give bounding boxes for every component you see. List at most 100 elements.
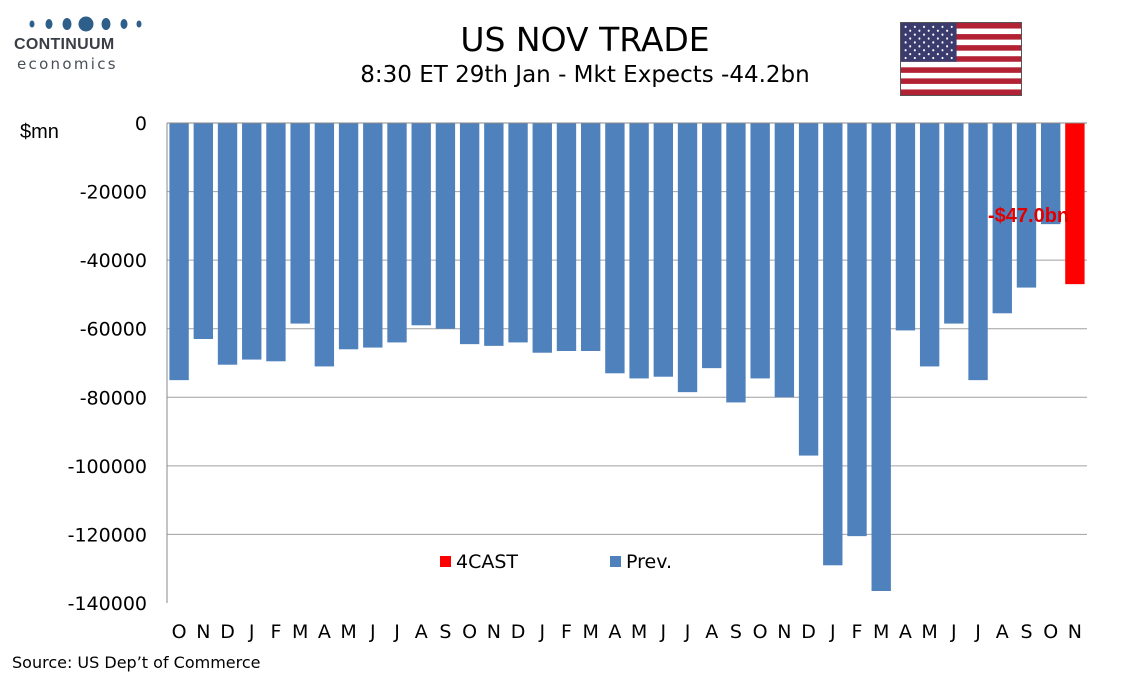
flag-star	[950, 41, 953, 44]
x-tick-label: A	[608, 621, 621, 643]
flag-star	[923, 49, 926, 52]
bar-prev	[919, 123, 940, 367]
bar-prev	[532, 123, 552, 353]
bar-prev	[944, 123, 964, 324]
flag-star	[923, 41, 926, 44]
forecast-value-label: -$47.0bn	[988, 205, 1069, 227]
bar-prev	[484, 123, 504, 346]
flag-star	[904, 25, 907, 29]
bar-prev	[169, 123, 189, 381]
bar-prev	[556, 123, 577, 351]
x-tick-label: A	[899, 621, 912, 643]
bar-forecast	[1065, 123, 1085, 285]
flag-star	[913, 25, 916, 29]
x-tick-label: D	[801, 621, 816, 643]
flag-star	[950, 25, 953, 29]
x-tick-label: A	[415, 621, 428, 643]
legend-swatch-prev	[610, 556, 621, 567]
bar-prev	[193, 123, 213, 339]
x-tick-label: J	[248, 621, 255, 643]
flag-star	[932, 41, 935, 44]
logo-subtitle: economics	[17, 55, 118, 73]
x-tick-label: N	[196, 621, 210, 643]
x-tick-label: N	[1068, 621, 1082, 643]
x-tick-label: S	[730, 621, 742, 643]
flag-star	[927, 37, 930, 40]
y-tick-label: -40000	[80, 250, 147, 272]
x-tick-label: J	[538, 621, 545, 643]
x-tick-label: O	[1043, 621, 1058, 643]
x-tick-label: A	[318, 621, 331, 643]
flag-star	[923, 33, 926, 36]
flag-star	[941, 41, 944, 44]
bar-prev	[338, 123, 359, 350]
continuum-logo: CONTINUUM economics	[14, 12, 144, 76]
bar-prev	[726, 123, 746, 403]
flag-star	[904, 56, 907, 60]
us-flag-icon	[900, 22, 1022, 96]
x-tick-label: M	[873, 621, 889, 643]
x-tick-label: M	[582, 621, 598, 643]
bar-prev	[895, 123, 916, 331]
bar-prev	[363, 123, 383, 348]
flag-star	[950, 33, 953, 36]
flag-star	[932, 56, 935, 60]
x-tick-label: J	[393, 621, 400, 643]
x-tick-label: M	[921, 621, 937, 643]
bar-prev	[290, 123, 310, 324]
flag-star	[932, 33, 935, 36]
y-axis-label: $mn	[20, 121, 59, 143]
bar-prev	[605, 123, 625, 374]
chart-subtitle: 8:30 ET 29th Jan - Mkt Expects -44.2bn	[360, 62, 810, 88]
flag-star	[913, 41, 916, 44]
flag-star	[932, 25, 935, 29]
x-tick-label: A	[996, 621, 1009, 643]
bar-prev	[387, 123, 407, 343]
bar-prev	[653, 123, 673, 377]
flag-star	[913, 56, 916, 60]
x-tick-label: M	[340, 621, 356, 643]
flag-star	[918, 52, 921, 56]
flag-star	[927, 45, 930, 48]
bar-prev	[314, 123, 335, 367]
x-tick-label: O	[462, 621, 477, 643]
x-tick-label: N	[777, 621, 791, 643]
x-tick-label: A	[705, 621, 718, 643]
chart-title: US NOV TRADE	[460, 20, 710, 59]
flag-star	[941, 33, 944, 36]
x-tick-label: J	[660, 621, 667, 643]
bar-prev	[242, 123, 262, 360]
bar-prev	[435, 123, 456, 329]
bar-prev	[847, 123, 867, 537]
flag-star	[918, 37, 921, 40]
bar-prev	[823, 123, 843, 566]
x-tick-label: F	[852, 621, 863, 643]
x-tick-label: J	[369, 621, 376, 643]
flag-star	[923, 56, 926, 60]
y-tick-label: -120000	[68, 524, 147, 546]
x-tick-label: M	[292, 621, 308, 643]
bar-prev	[459, 123, 480, 345]
logo-dots-icon	[28, 16, 142, 32]
bar-prev	[1016, 123, 1037, 288]
flag-star	[950, 56, 953, 60]
y-tick-label: -80000	[80, 387, 147, 409]
flag-star	[946, 52, 949, 56]
flag-star	[950, 49, 953, 52]
x-tick-label: N	[487, 621, 501, 643]
bar-prev	[702, 123, 722, 369]
bar-prev	[217, 123, 238, 365]
x-tick-label: J	[950, 621, 957, 643]
y-tick-label: -60000	[80, 319, 147, 341]
flag-star	[946, 29, 949, 32]
bar-prev	[774, 123, 795, 398]
bar-prev	[266, 123, 286, 362]
bar-prev	[750, 123, 770, 379]
x-tick-label: S	[439, 621, 451, 643]
flag-star	[936, 37, 939, 40]
flag-star	[909, 45, 912, 48]
chart-legend: 4CAST Prev.	[440, 551, 672, 573]
x-tick-label: F	[561, 621, 572, 643]
legend-swatch-4cast	[440, 556, 451, 567]
